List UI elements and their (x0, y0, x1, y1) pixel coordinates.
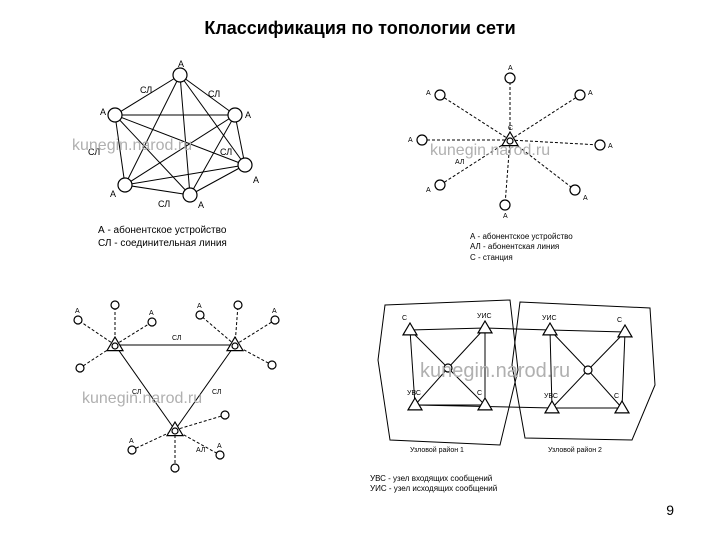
svg-text:А: А (178, 59, 184, 69)
svg-text:А: А (75, 308, 80, 315)
svg-text:А: А (149, 310, 154, 317)
svg-text:С: С (614, 393, 619, 400)
diagram-zones: Узловой район 1 Узловой район 2 С УИС УВС С УИ… (370, 290, 680, 495)
svg-text:Узловой район 1: Узловой район 1 (410, 446, 464, 454)
legend-line: А - абонентское устройство (470, 232, 650, 242)
svg-text:УВС: УВС (407, 390, 421, 397)
svg-text:СЛ: СЛ (212, 389, 222, 396)
page-title: Классификация по топологии сети (0, 0, 720, 39)
svg-text:СЛ: СЛ (140, 85, 152, 95)
watermark: kunegin.narod.ru (430, 142, 550, 160)
diagram-multistar: ААААААСЛСЛСЛАЛ kunegin.narod.ru (60, 290, 310, 485)
diagram-mesh: ААААААСЛСЛСЛСЛСЛ kunegin.narod.ru А - аб… (70, 55, 300, 250)
svg-text:А: А (608, 143, 613, 150)
svg-text:А: А (588, 90, 593, 97)
svg-text:А: А (508, 65, 513, 72)
legend-line: А - абонентское устройство (98, 224, 300, 237)
legend-line: СЛ - соединительная линия (98, 237, 300, 250)
svg-text:А: А (408, 137, 413, 144)
svg-text:А: А (197, 303, 202, 310)
svg-text:А: А (583, 195, 588, 202)
svg-text:А: А (198, 200, 204, 210)
svg-text:А: А (129, 438, 134, 445)
svg-text:УВС: УВС (544, 393, 558, 400)
page-number: 9 (666, 502, 674, 518)
legend-line: УИС - узел исходящих сообщений (370, 484, 680, 494)
svg-text:С: С (477, 390, 482, 397)
legend-zones: УВС - узел входящих сообщений УИС - узел… (370, 474, 680, 495)
svg-text:СЛ: СЛ (172, 335, 182, 342)
svg-text:СЛ: СЛ (158, 199, 170, 209)
svg-text:УИС: УИС (477, 313, 492, 320)
watermark: kunegin.narod.ru (82, 390, 202, 408)
watermark: kunegin.narod.ru (72, 137, 192, 155)
svg-text:А: А (272, 308, 277, 315)
svg-text:СЛ: СЛ (208, 89, 220, 99)
legend-line: УВС - узел входящих сообщений (370, 474, 680, 484)
legend-mesh: А - абонентское устройство СЛ - соединит… (98, 224, 300, 250)
legend-line: С - станция (470, 253, 650, 263)
svg-text:СЛ: СЛ (220, 147, 232, 157)
svg-text:А: А (253, 175, 259, 185)
svg-text:С: С (617, 317, 622, 324)
svg-text:А: А (217, 443, 222, 450)
svg-text:С: С (508, 125, 513, 132)
svg-text:А: А (245, 110, 251, 120)
svg-text:С: С (402, 315, 407, 322)
svg-text:Узловой район 2: Узловой район 2 (548, 446, 602, 454)
watermark: kunegin.narod.ru (420, 360, 570, 383)
svg-text:А: А (503, 213, 508, 220)
svg-text:А: А (110, 189, 116, 199)
svg-text:А: А (426, 90, 431, 97)
legend-star: А - абонентское устройство АЛ - абонентс… (470, 232, 650, 263)
svg-text:АЛ: АЛ (455, 159, 465, 166)
svg-text:АЛ: АЛ (196, 447, 206, 454)
diagram-star: А А А А А А А А С АЛ kunegin.narod.ru А - абонент… (400, 60, 650, 263)
svg-text:УИС: УИС (542, 315, 557, 322)
legend-line: АЛ - абонентская линия (470, 242, 650, 252)
svg-text:А: А (100, 107, 106, 117)
svg-text:А: А (426, 187, 431, 194)
